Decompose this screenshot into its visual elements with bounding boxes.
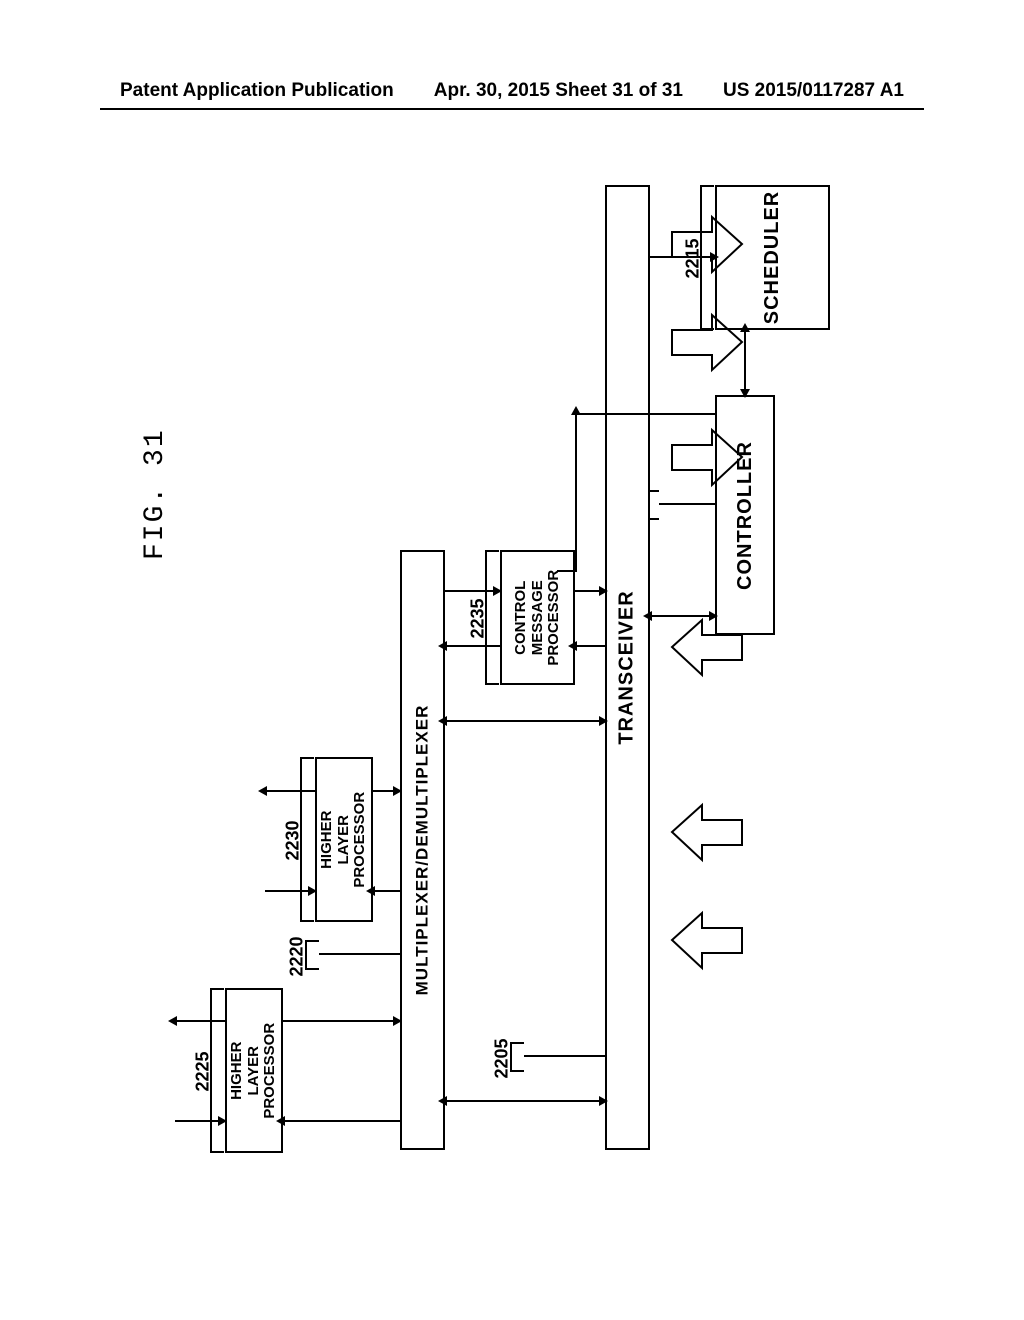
line-mux-trx-2 [445,1100,605,1102]
arrow-mux-trx-1l [438,716,447,726]
hlp1-label-1: HIGHER LAYER [319,792,352,888]
arrow-cmp-mux-1r [493,586,502,596]
line-cmp-ctrl-h2 [557,570,577,572]
arrow-hlp2-mux-2 [276,1116,285,1126]
arrow-hlp1-mux-1 [393,786,402,796]
arrow-hlp2-ext-1 [168,1016,177,1026]
cmp-label-3: PROCESSOR [546,570,563,666]
hlp2-ref: 2225 [193,1051,214,1091]
cmp-label-2: MESSAGE [529,570,546,666]
cmp-label-1: CONTROL [513,570,530,666]
arrow-hlp1-ext-2 [308,886,317,896]
arrow-hlp2-mux-1 [393,1016,402,1026]
big-arrow-3 [667,425,747,490]
arrow-cmp-trx-2 [568,641,577,651]
line-hlp1-mux-2 [373,890,400,892]
big-arrow-6 [667,908,747,973]
arrow-hlp1-mux-2 [366,886,375,896]
big-arrow-5 [667,800,747,865]
arrow-sched-ctrl-d [740,389,750,398]
arrow-hlp1-ext-1 [258,786,267,796]
hlp1-label-2: PROCESSOR [352,792,369,888]
header-right: US 2015/0117287 A1 [723,80,904,102]
arrow-mux-trx-1r [599,716,608,726]
line-hlp1-ext-1 [265,790,315,792]
header-center: Apr. 30, 2015 Sheet 31 of 31 [434,80,683,102]
line-hlp2-mux-2 [283,1120,400,1122]
line-cmp-trx-2 [575,645,605,647]
arrow-cmp-mux-2l [438,641,447,651]
transceiver-label: TRANSCEIVER [616,590,639,744]
hlp1-ref: 2230 [283,820,304,860]
big-arrow-4 [667,615,747,680]
big-arrow-2 [667,310,747,375]
scheduler-label: SCHEDULER [761,191,784,324]
arrow-hlp2-ext-2 [218,1116,227,1126]
hlp2-label-2: PROCESSOR [262,1023,279,1119]
hlp2-label-1: HIGHER LAYER [229,1023,262,1119]
line-mux-trx-1 [445,720,605,722]
arrow-cmp-ctrl [571,406,581,415]
cmp-ref: 2235 [468,598,489,638]
hlp2-box: HIGHER LAYER PROCESSOR [225,988,283,1153]
line-cmp-ctrl-v [575,413,577,570]
arrow-mux-trx-2r [599,1096,608,1106]
transceiver-ref: 2205 [492,1038,513,1078]
mux-ref: 2220 [287,936,308,976]
arrow-mux-trx-2l [438,1096,447,1106]
header-left: Patent Application Publication [120,80,394,102]
line-cmp-mux-2 [445,645,500,647]
big-arrow-1 [667,212,747,277]
controller-bracket-tail [659,503,715,505]
arrow-cmp-trx-1 [599,586,608,596]
line-hlp2-ext-1 [175,1020,225,1022]
line-hlp2-mux-1 [283,1020,400,1022]
page-header: Patent Application Publication Apr. 30, … [0,80,1024,102]
hlp1-box: HIGHER LAYER PROCESSOR [315,757,373,922]
arrow-mux-ctrl-l [643,611,652,621]
line-cmp-ctrl-h [575,413,715,415]
block-diagram: SCHEDULER 2215 CONTROLLER 2210 CONTROL M… [210,170,880,1100]
figure-label: FIG. 31 [140,428,171,560]
mux-box: MULTIPLEXER/DEMULTIPLEXER [400,550,445,1150]
mux-label: MULTIPLEXER/DEMULTIPLEXER [413,705,433,996]
transceiver-bracket-tail [524,1055,605,1057]
header-rule [100,108,924,110]
transceiver-box: TRANSCEIVER [605,185,650,1150]
mux-bracket-tail [319,953,400,955]
line-cmp-mux-1 [445,590,500,592]
